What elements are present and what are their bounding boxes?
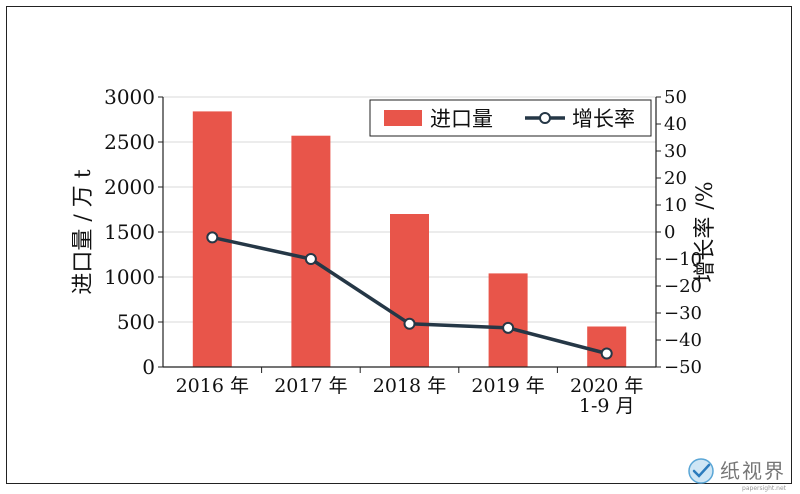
line-point bbox=[502, 321, 515, 334]
y-tick-label-left: 500 bbox=[117, 310, 155, 334]
figure-frame bbox=[6, 6, 792, 484]
legend-label-line: 增长率 bbox=[572, 107, 635, 131]
watermark-subtext: papersight.net bbox=[742, 485, 786, 492]
legend-label-bar: 进口量 bbox=[430, 107, 493, 131]
y-axis-label-left: 进口量 / 万 t bbox=[71, 169, 96, 294]
y-tick-label-right: 20 bbox=[664, 168, 687, 189]
bar bbox=[587, 326, 627, 367]
legend-swatch-bar bbox=[384, 110, 422, 126]
y-tick-label-left: 2500 bbox=[104, 130, 155, 154]
x-tick-label: 2017 年 bbox=[274, 375, 347, 397]
y-tick-label-right: 0 bbox=[664, 222, 675, 243]
y-tick-label-right: 50 bbox=[664, 87, 687, 108]
y-tick-label-left: 2000 bbox=[104, 175, 155, 199]
x-tick-label: 2016 年 bbox=[176, 375, 249, 397]
bar bbox=[390, 214, 429, 367]
line-point bbox=[206, 231, 219, 244]
y-axis-label-right: 增长率 /% bbox=[693, 181, 718, 282]
watermark: 纸视界 papersight.net bbox=[686, 456, 786, 492]
y-tick-label-right: −10 bbox=[664, 249, 702, 270]
y-tick-label-right: −40 bbox=[664, 330, 702, 351]
x-tick-label: 2020 年 bbox=[570, 375, 643, 397]
x-tick-label: 1-9 月 bbox=[579, 395, 635, 417]
y-tick-label-right: −20 bbox=[664, 276, 702, 297]
x-tick-label: 2018 年 bbox=[373, 375, 446, 397]
bar bbox=[488, 273, 528, 367]
x-tick-label: 2019 年 bbox=[471, 375, 544, 397]
bar bbox=[291, 135, 331, 367]
y-tick-label-left: 0 bbox=[142, 355, 155, 379]
y-tick-label-right: 30 bbox=[664, 141, 687, 162]
globe-check-icon bbox=[688, 458, 714, 484]
line-point bbox=[403, 317, 416, 330]
y-tick-label-left: 1500 bbox=[104, 220, 155, 244]
line-point bbox=[600, 347, 613, 360]
y-tick-label-right: 10 bbox=[664, 195, 687, 216]
y-tick-label-right: 40 bbox=[664, 114, 687, 135]
y-tick-label-left: 1000 bbox=[104, 265, 155, 289]
y-tick-label-left: 3000 bbox=[104, 85, 155, 109]
watermark-text: 纸视界 bbox=[720, 459, 786, 483]
legend-marker-line bbox=[539, 112, 551, 124]
y-tick-label-right: −30 bbox=[664, 303, 702, 324]
y-tick-label-right: −50 bbox=[664, 357, 702, 378]
line-point bbox=[304, 253, 317, 265]
